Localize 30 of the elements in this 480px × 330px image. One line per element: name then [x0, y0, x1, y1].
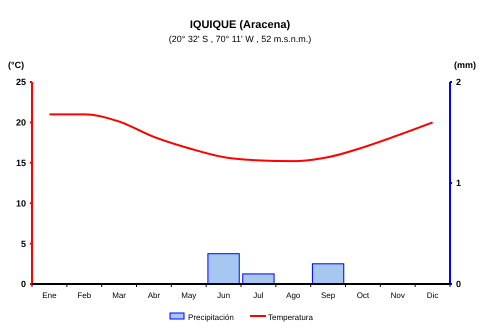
x-tick-label: Feb [77, 291, 92, 300]
bar [207, 253, 240, 284]
x-tick-label: Abr [148, 291, 160, 300]
y2-tick-label: 1 [456, 178, 462, 188]
x-tick-label: Mar [112, 291, 126, 300]
legend-label: Temperatura [268, 313, 314, 322]
x-tick-label: Dic [426, 291, 438, 300]
y-tick-label: 25 [16, 77, 26, 88]
legend-label: Precipitación [188, 313, 234, 322]
line-series [48, 113, 434, 162]
x-tick-label: Sep [320, 291, 336, 300]
y-axis-title: (°C) [8, 60, 24, 70]
x-tick-label: Ene [42, 291, 58, 300]
bar [312, 263, 344, 284]
y2-tick-label: 2 [456, 77, 462, 88]
y2-tick-label: 0 [456, 279, 462, 290]
x-tick-label: Oct [356, 291, 370, 300]
y-tick-label: 15 [16, 158, 26, 168]
y2-axis-title: (mm) [454, 60, 476, 70]
x-tick-label: Jun [217, 291, 230, 300]
chart-subtitle: (20° 32' S , 70° 11' W , 52 m.s.n.m.) [168, 34, 312, 44]
chart-title: IQUIQUE (Aracena) [190, 19, 290, 31]
x-tick-label: May [181, 291, 196, 300]
y-tick-label: 20 [16, 118, 26, 128]
y-tick-label: 10 [16, 198, 26, 208]
x-tick-label: Ago [286, 291, 301, 300]
y-tick-label: 0 [20, 279, 26, 290]
x-tick-label: Jul [253, 291, 264, 300]
x-tick-label: Nov [390, 291, 405, 300]
y-tick-label: 5 [20, 238, 26, 249]
